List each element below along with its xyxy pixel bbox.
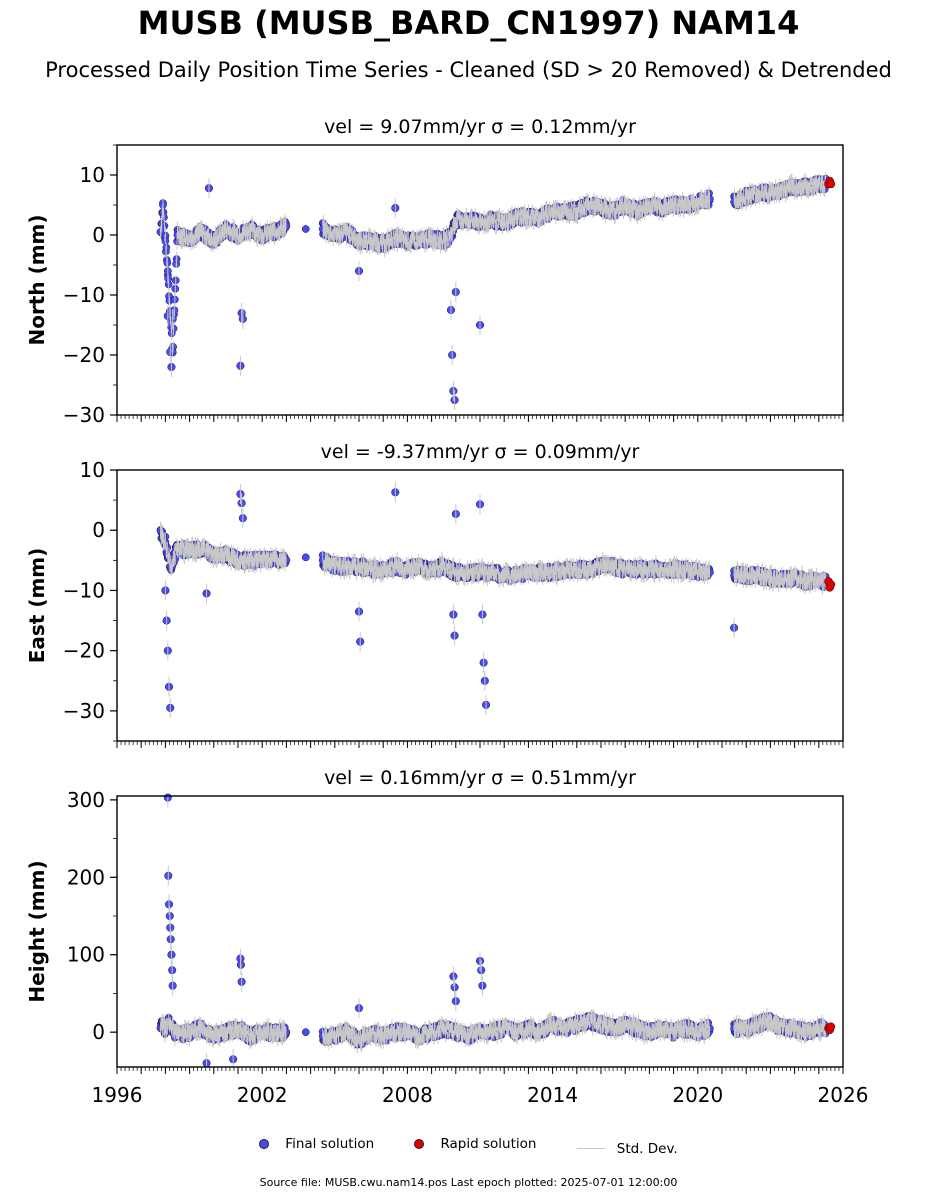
plots-svg: vel = 9.07mm/yr σ = 0.12mm/yr North (mm) 1…: [25, 116, 868, 1107]
plot-frame: [116, 144, 844, 416]
chart-title: MUSB (MUSB_BARD_CN1997) NAM14: [137, 4, 800, 42]
final-point: [301, 225, 310, 233]
rapid-point: [826, 179, 836, 189]
chart-subtitle: Processed Daily Position Time Series - C…: [45, 58, 892, 82]
y-tick-label: 10: [80, 163, 105, 187]
final-points: [156, 488, 830, 712]
final-point: [301, 553, 310, 562]
y-tick-label: 0: [92, 223, 105, 247]
std-dev-bars: [160, 172, 827, 410]
std-dev-bars: [160, 482, 827, 718]
panel-1: vel = 9.07mm/yr σ = 0.12mm/yr North (mm) 1…: [25, 116, 844, 427]
y-tick-label: −30: [63, 403, 105, 427]
y-tick-label: −10: [63, 283, 105, 307]
final-points: [156, 174, 830, 405]
y-axis-label: North (mm): [25, 214, 49, 345]
y-tick-label: −20: [63, 343, 105, 367]
y-axis-label: East (mm): [25, 548, 49, 664]
panel-title: vel = 9.07mm/yr σ = 0.12mm/yr: [324, 116, 636, 138]
panel-title: vel = -9.37mm/yr σ = 0.09mm/yr: [321, 441, 640, 463]
